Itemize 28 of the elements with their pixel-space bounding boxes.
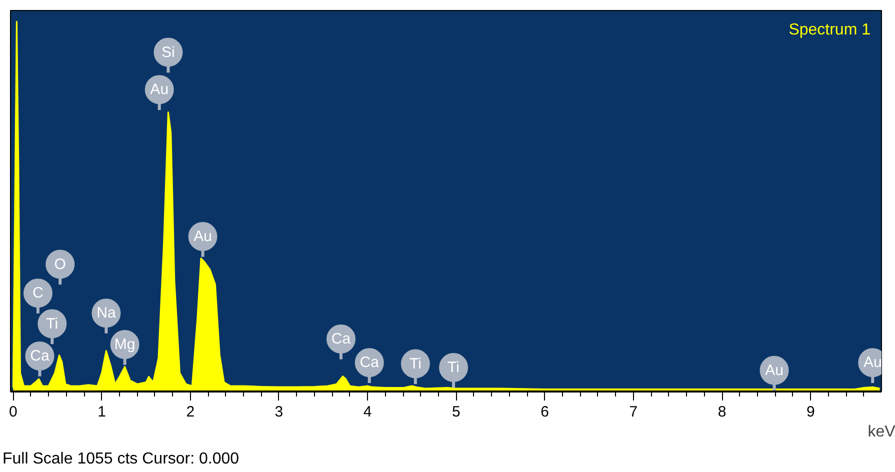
annotation: Ti: [409, 355, 422, 372]
annotation: O: [54, 256, 66, 273]
annotation: Si: [162, 44, 175, 61]
x-tick-label: 1: [98, 404, 106, 420]
x-tick-label: 7: [629, 404, 638, 420]
annotation: Au: [863, 354, 882, 372]
x-tick-label: 4: [363, 404, 372, 420]
annotation: Ti: [46, 315, 58, 332]
annotation: Na: [96, 304, 116, 322]
x-tick-label: 6: [540, 404, 549, 420]
annotation: Mg: [114, 336, 136, 354]
text: Full Scale 1055 cts Cursor: 0.000: [2, 450, 240, 468]
x-axis-title: keV: [868, 424, 895, 440]
annotation: Ti: [448, 358, 460, 376]
chart-title: Spectrum 1: [788, 22, 871, 38]
annotation: Au: [194, 228, 212, 246]
x-tick-label: 0: [8, 404, 18, 420]
annotation: Ca: [331, 330, 352, 348]
annotation: Au: [150, 81, 169, 98]
annotation: C: [32, 284, 44, 302]
x-tick-label: 5: [452, 404, 460, 420]
annotation: Au: [765, 362, 784, 379]
annotation: Ca: [30, 347, 50, 364]
annotation: Ca: [360, 354, 380, 372]
x-tick-label: 3: [274, 404, 284, 420]
x-tick-label: 2: [186, 404, 195, 420]
x-tick-label: 9: [806, 404, 815, 420]
x-tick-label: 8: [718, 404, 726, 420]
